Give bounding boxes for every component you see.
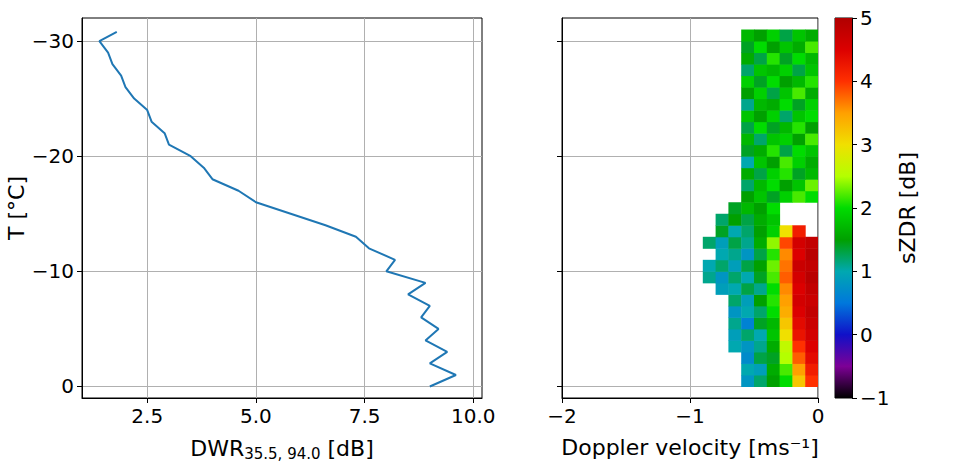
svg-text:−10: −10 — [32, 259, 74, 283]
svg-text:−1: −1 — [675, 404, 704, 428]
svg-text:T [°C]: T [°C] — [4, 176, 29, 241]
svg-text:7.5: 7.5 — [349, 404, 381, 428]
svg-text:1: 1 — [860, 259, 873, 283]
svg-text:0: 0 — [812, 404, 825, 428]
svg-text:−30: −30 — [32, 29, 74, 53]
svg-text:3: 3 — [860, 133, 873, 157]
svg-text:Doppler velocity [ms⁻¹]: Doppler velocity [ms⁻¹] — [561, 435, 818, 460]
svg-text:0: 0 — [860, 323, 873, 347]
svg-text:−2: −2 — [547, 404, 576, 428]
svg-text:DWR: DWR — [190, 436, 244, 461]
svg-text:−20: −20 — [32, 144, 74, 168]
svg-text:4: 4 — [860, 69, 873, 93]
svg-text:sZDR [dB]: sZDR [dB] — [895, 152, 920, 264]
svg-text:5.0: 5.0 — [240, 404, 272, 428]
svg-text:[dB]: [dB] — [321, 436, 374, 461]
svg-text:10.0: 10.0 — [451, 404, 496, 428]
svg-text:2: 2 — [860, 196, 873, 220]
svg-text:0: 0 — [61, 374, 74, 398]
svg-text:2.5: 2.5 — [131, 404, 163, 428]
svg-text:35.5, 94.0: 35.5, 94.0 — [244, 445, 320, 463]
svg-text:5: 5 — [860, 6, 873, 30]
svg-text:−1: −1 — [860, 386, 889, 410]
